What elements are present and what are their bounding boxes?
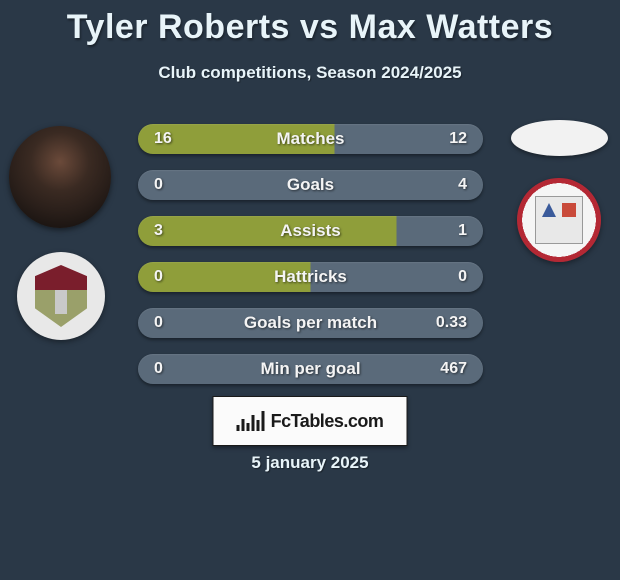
stat-left-value: 0 (154, 314, 163, 332)
stat-row: 16Matches12 (138, 124, 483, 154)
stat-row: 0Min per goal467 (138, 354, 483, 384)
stat-right-value: 0.33 (436, 314, 467, 332)
bar-chart-icon (237, 411, 265, 431)
stat-left-value: 3 (154, 222, 163, 240)
player-left-avatar (9, 126, 111, 228)
stat-label: Goals per match (138, 313, 483, 333)
club-right-crest (517, 178, 601, 262)
stat-right-value: 4 (458, 176, 467, 194)
stat-left-value: 16 (154, 130, 172, 148)
stat-label: Hattricks (138, 267, 483, 287)
stat-row: 0Goals4 (138, 170, 483, 200)
stat-label: Assists (138, 221, 483, 241)
stat-left-value: 0 (154, 360, 163, 378)
shield-icon (35, 265, 87, 327)
club-badge-icon (535, 196, 583, 244)
stat-row: 3Assists1 (138, 216, 483, 246)
stat-right-value: 467 (440, 360, 467, 378)
stat-label: Goals (138, 175, 483, 195)
stat-right-value: 1 (458, 222, 467, 240)
stat-row: 0Hattricks0 (138, 262, 483, 292)
fctables-badge: FcTables.com (213, 396, 408, 446)
stat-right-value: 12 (449, 130, 467, 148)
page-subtitle: Club competitions, Season 2024/2025 (0, 63, 620, 83)
stat-left-value: 0 (154, 268, 163, 286)
player-right-avatar (511, 120, 608, 156)
stat-row: 0Goals per match0.33 (138, 308, 483, 338)
club-left-crest (17, 252, 105, 340)
stat-right-value: 0 (458, 268, 467, 286)
stats-container: 16Matches120Goals43Assists10Hattricks00G… (138, 124, 483, 400)
date-label: 5 january 2025 (0, 453, 620, 473)
page-title: Tyler Roberts vs Max Watters (0, 0, 620, 47)
stat-left-value: 0 (154, 176, 163, 194)
stat-label: Min per goal (138, 359, 483, 379)
badge-text: FcTables.com (271, 411, 384, 432)
stat-label: Matches (138, 129, 483, 149)
